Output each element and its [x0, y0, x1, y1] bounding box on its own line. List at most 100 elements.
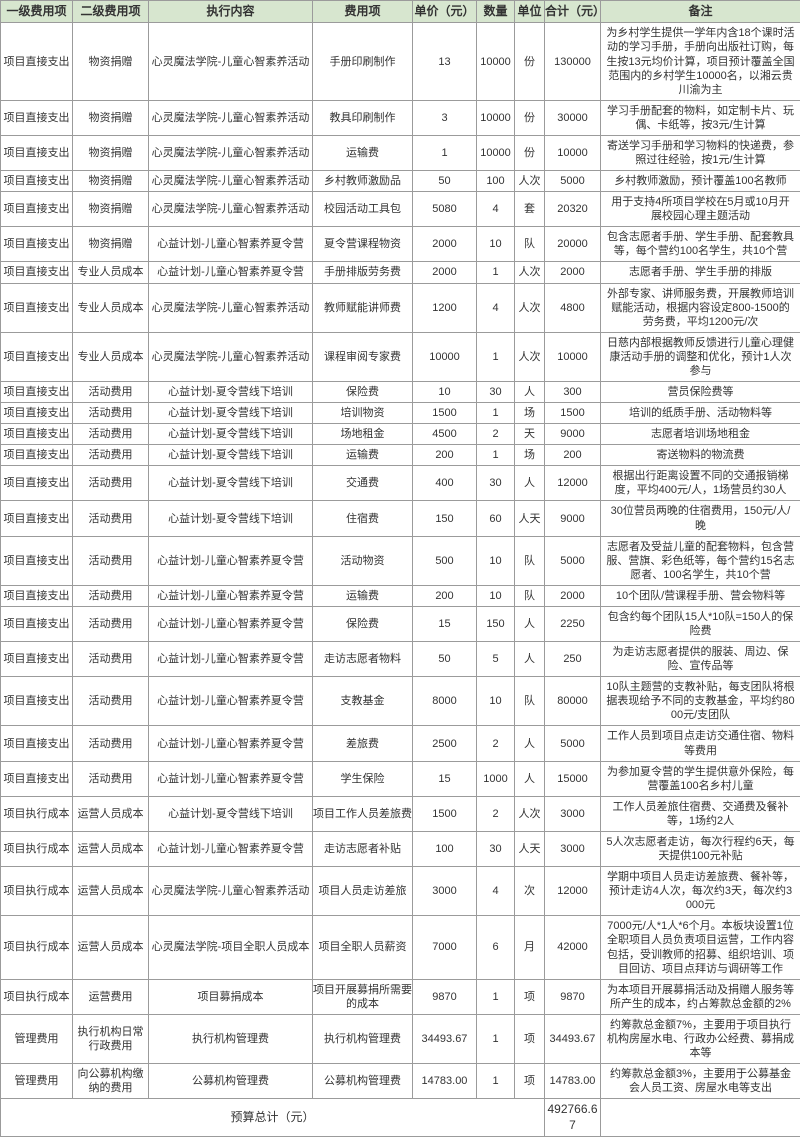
- cell-total: 14783.00: [545, 1064, 601, 1099]
- header-item: 费用项: [313, 1, 413, 23]
- cell-unit: 人天: [515, 831, 545, 866]
- cell-level2: 向公募机构缴纳的费用: [73, 1064, 149, 1099]
- cell-content: 心灵魔法学院-儿童心智素养活动: [149, 23, 313, 100]
- cell-item: 手册排版劳务费: [313, 262, 413, 283]
- cell-unit-price: 2500: [413, 726, 477, 761]
- header-unit-price: 单价（元）: [413, 1, 477, 23]
- cell-unit: 份: [515, 23, 545, 100]
- cell-total: 15000: [545, 761, 601, 796]
- cell-quantity: 10000: [477, 135, 515, 170]
- cell-content: 心益计划-儿童心智素养夏令营: [149, 585, 313, 606]
- cell-remark: 志愿者及受益儿童的配套物料，包含营服、营旗、彩色纸等，每个营约15名志愿者、10…: [601, 536, 800, 585]
- cell-level2: 活动费用: [73, 466, 149, 501]
- cell-unit-price: 50: [413, 642, 477, 677]
- cell-unit: 天: [515, 424, 545, 445]
- cell-content: 执行机构管理费: [149, 1014, 313, 1063]
- cell-unit-price: 1500: [413, 796, 477, 831]
- cell-quantity: 1: [477, 332, 515, 381]
- cell-quantity: 4: [477, 192, 515, 227]
- cell-level1: 项目直接支出: [1, 677, 73, 726]
- cell-quantity: 10: [477, 536, 515, 585]
- cell-level2: 运营人员成本: [73, 796, 149, 831]
- total-label: 预算总计（元）: [1, 1099, 545, 1137]
- cell-unit: 套: [515, 192, 545, 227]
- cell-total: 12000: [545, 867, 601, 916]
- cell-item: 走访志愿者物料: [313, 642, 413, 677]
- header-quantity: 数量: [477, 1, 515, 23]
- cell-item: 运输费: [313, 585, 413, 606]
- cell-quantity: 30: [477, 466, 515, 501]
- cell-quantity: 10: [477, 227, 515, 262]
- cell-level1: 项目直接支出: [1, 171, 73, 192]
- cell-item: 培训物资: [313, 403, 413, 424]
- cell-item: 校园活动工具包: [313, 192, 413, 227]
- cell-unit-price: 2000: [413, 227, 477, 262]
- cell-level1: 项目直接支出: [1, 606, 73, 641]
- cell-quantity: 4: [477, 867, 515, 916]
- cell-remark: 培训的纸质手册、活动物料等: [601, 403, 800, 424]
- cell-unit-price: 7000: [413, 916, 477, 979]
- cell-remark: 志愿者培训场地租金: [601, 424, 800, 445]
- cell-total: 10000: [545, 332, 601, 381]
- cell-level1: 项目执行成本: [1, 979, 73, 1014]
- cell-content: 心灵魔法学院-项目全职人员成本: [149, 916, 313, 979]
- cell-total: 5000: [545, 171, 601, 192]
- cell-level1: 项目执行成本: [1, 796, 73, 831]
- cell-content: 心灵魔法学院-儿童心智素养活动: [149, 867, 313, 916]
- cell-total: 1500: [545, 403, 601, 424]
- cell-item: 项目全职人员薪资: [313, 916, 413, 979]
- cell-total: 9000: [545, 424, 601, 445]
- cell-unit-price: 1200: [413, 283, 477, 332]
- cell-level1: 项目执行成本: [1, 831, 73, 866]
- cell-content: 心益计划-儿童心智素养夏令营: [149, 761, 313, 796]
- cell-item: 项目人员走访差旅: [313, 867, 413, 916]
- cell-total: 3000: [545, 831, 601, 866]
- cell-unit-price: 8000: [413, 677, 477, 726]
- cell-content: 心益计划-夏令营线下培训: [149, 403, 313, 424]
- cell-quantity: 6: [477, 916, 515, 979]
- cell-item: 乡村教师激励品: [313, 171, 413, 192]
- cell-remark: 日慈内部根据教师反馈进行儿童心理健康活动手册的调整和优化，预计1人次参与: [601, 332, 800, 381]
- cell-quantity: 1: [477, 1064, 515, 1099]
- cell-unit: 人次: [515, 796, 545, 831]
- cell-level2: 活动费用: [73, 642, 149, 677]
- cell-remark: 营员保险费等: [601, 382, 800, 403]
- cell-level2: 运营人员成本: [73, 831, 149, 866]
- cell-unit-price: 14783.00: [413, 1064, 477, 1099]
- cell-unit: 人: [515, 606, 545, 641]
- cell-level2: 活动费用: [73, 501, 149, 536]
- cell-remark: 包含约每个团队15人*10队=150人的保险费: [601, 606, 800, 641]
- cell-level2: 执行机构日常行政费用: [73, 1014, 149, 1063]
- cell-quantity: 1: [477, 262, 515, 283]
- cell-unit: 次: [515, 867, 545, 916]
- cell-item: 走访志愿者补贴: [313, 831, 413, 866]
- cell-item: 教具印刷制作: [313, 100, 413, 135]
- cell-total: 20320: [545, 192, 601, 227]
- cell-content: 心灵魔法学院-儿童心智素养活动: [149, 171, 313, 192]
- cell-remark: 10个团队/营课程手册、营会物料等: [601, 585, 800, 606]
- cell-total: 80000: [545, 677, 601, 726]
- cell-total: 12000: [545, 466, 601, 501]
- cell-unit-price: 3000: [413, 867, 477, 916]
- cell-quantity: 1000: [477, 761, 515, 796]
- cell-remark: 10队主题营的支教补贴，每支团队将根据表现给予不同的支教基金，平均约8000元/…: [601, 677, 800, 726]
- header-level1: 一级费用项: [1, 1, 73, 23]
- cell-total: 2250: [545, 606, 601, 641]
- cell-remark: 为本项目开展募捐活动及捐赠人服务等所产生的成本，约占筹款总金额的2%: [601, 979, 800, 1014]
- cell-content: 心益计划-儿童心智素养夏令营: [149, 227, 313, 262]
- cell-level2: 活动费用: [73, 403, 149, 424]
- cell-level2: 专业人员成本: [73, 332, 149, 381]
- cell-remark: 7000元/人*1人*6个月。本板块设置1位全职项目人员负责项目运营，工作内容包…: [601, 916, 800, 979]
- cell-item: 教师赋能讲师费: [313, 283, 413, 332]
